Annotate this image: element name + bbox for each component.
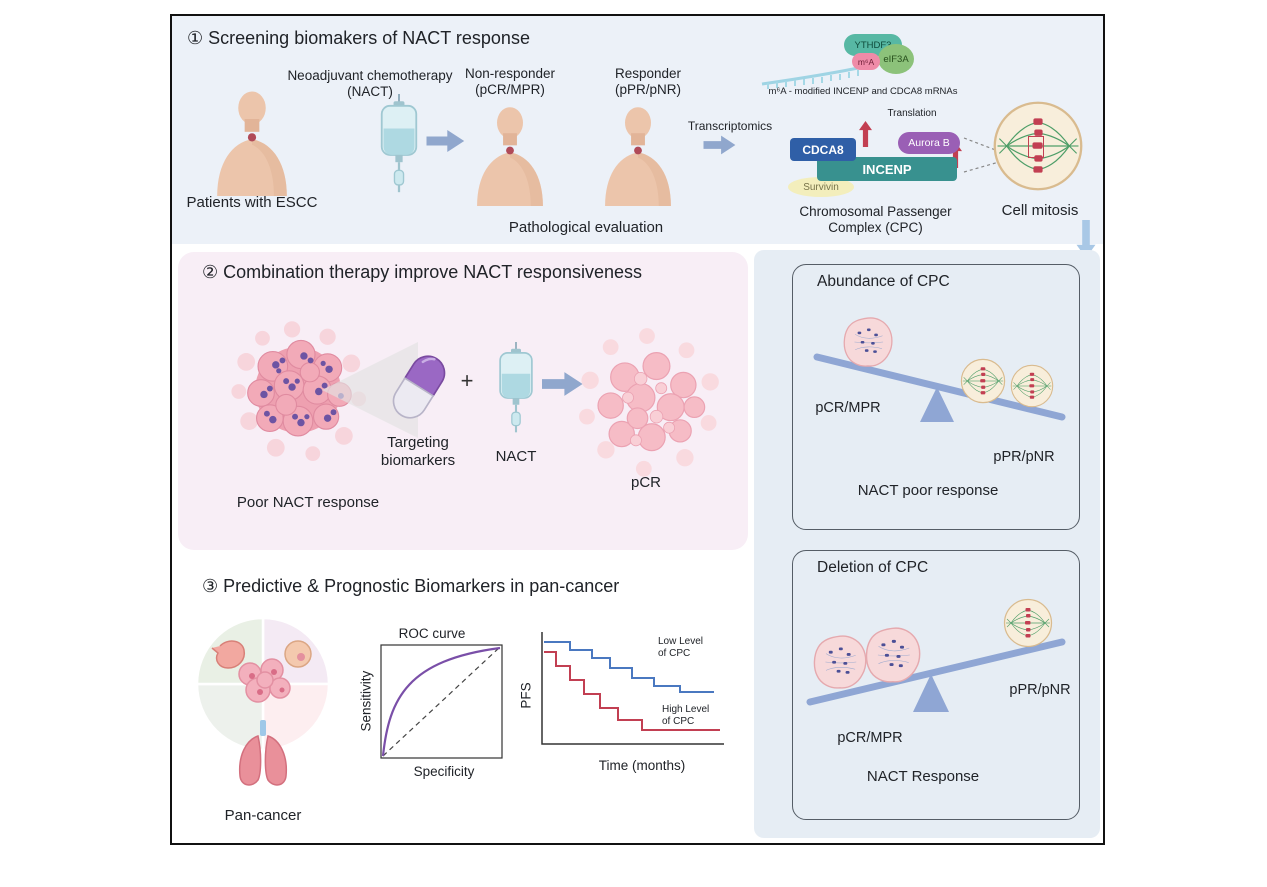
abundance-right-label: pPR/pNR [993, 449, 1055, 465]
roc-plot [380, 644, 503, 759]
translation-label: Translation [887, 108, 937, 119]
poor-response-label: Poor NACT response [236, 494, 380, 511]
targeting-label: Targeting biomarkers [380, 434, 456, 470]
m6a-mark: m⁶A [852, 53, 880, 70]
transcriptomics-arrow-icon [696, 134, 744, 156]
sensitivity-axis-label: Sensitivity [358, 670, 374, 732]
low-level-legend: Low Level of CPC [658, 636, 704, 660]
transcriptomics-label: Transcriptomics [687, 119, 773, 133]
survival-plot [541, 632, 724, 745]
abundance-title: Abundance of CPC [817, 273, 950, 290]
mitotic-cell-icon [1008, 364, 1056, 408]
aurora-b-protein: Aurora B [898, 132, 960, 154]
plus-sign: + [460, 368, 474, 393]
panel3-title: ③ Predictive & Prognostic Biomarkers in … [202, 576, 620, 596]
deleted-cpc-cell-icon [812, 634, 868, 690]
abundance-box [792, 264, 1080, 530]
deleted-cpc-cell-icon [864, 626, 922, 684]
graphical-abstract: ① Screening biomakers of NACT response N… [170, 14, 1105, 845]
upregulation-arrow-icon [859, 114, 872, 154]
panel2-title: ② Combination therapy improve NACT respo… [202, 262, 642, 282]
cell-mitosis-label: Cell mitosis [1001, 202, 1079, 219]
deletion-box [792, 550, 1080, 820]
iv-bag-icon [370, 94, 428, 194]
mitotic-cell-icon [1002, 598, 1054, 648]
patients-label: Patients with ESCC [186, 194, 318, 211]
high-level-legend: High Level of CPC [662, 704, 710, 728]
mrna-caption: m⁶A - modified INCENP and CDCA8 mRNAs [768, 86, 958, 97]
specificity-axis-label: Specificity [413, 764, 475, 779]
responding-tumor-icon [568, 324, 726, 484]
right-summary-panel [754, 250, 1100, 838]
pan-cancer-label: Pan-cancer [224, 807, 302, 824]
deletion-seesaw-icon [806, 638, 1066, 712]
responder-figure-icon [586, 96, 690, 212]
survivin-protein: Survivin [788, 177, 854, 197]
eif3a-protein: eIF3A [878, 44, 914, 74]
panel1-title: ① Screening biomakers of NACT response [187, 28, 530, 48]
roc-title: ROC curve [398, 626, 466, 641]
mitotic-cell-icon [958, 358, 1008, 404]
responder-label: Responder (pPR/pNR) [614, 66, 682, 98]
deletion-caption: NACT Response [866, 768, 980, 785]
nact-label: NACT [495, 448, 537, 465]
non-responder-figure-icon [458, 96, 562, 212]
path-eval-label: Pathological evaluation [508, 219, 664, 236]
cdca8-gene: CDCA8 [790, 138, 856, 161]
non-responder-label: Non-responder (pCR/MPR) [464, 66, 556, 98]
abundance-left-label: pCR/MPR [815, 400, 881, 416]
abundance-seesaw-icon [813, 353, 1066, 422]
abundance-caption: NACT poor response [857, 482, 999, 499]
time-axis-label: Time (months) [598, 758, 686, 773]
patient-figure-icon [192, 86, 312, 196]
pan-cancer-wheel-icon [192, 604, 334, 798]
pfs-axis-label: PFS [518, 682, 534, 709]
low-cpc-cell-icon [842, 316, 894, 368]
pcr-label: pCR [630, 474, 661, 491]
nact-iv-bag-icon [490, 342, 542, 434]
deletion-title: Deletion of CPC [817, 559, 929, 576]
nact-chemo-label: Neoadjuvant chemotherapy (NACT) [287, 68, 453, 100]
incenp-gene: INCENP [817, 157, 957, 181]
highlight-beam-icon [322, 342, 418, 438]
cpc-caption: Chromosomal Passenger Complex (CPC) [799, 204, 952, 236]
deletion-left-label: pCR/MPR [837, 730, 903, 746]
deletion-right-label: pPR/pNR [1009, 682, 1071, 698]
chromosome-highlight-box [1028, 136, 1044, 158]
